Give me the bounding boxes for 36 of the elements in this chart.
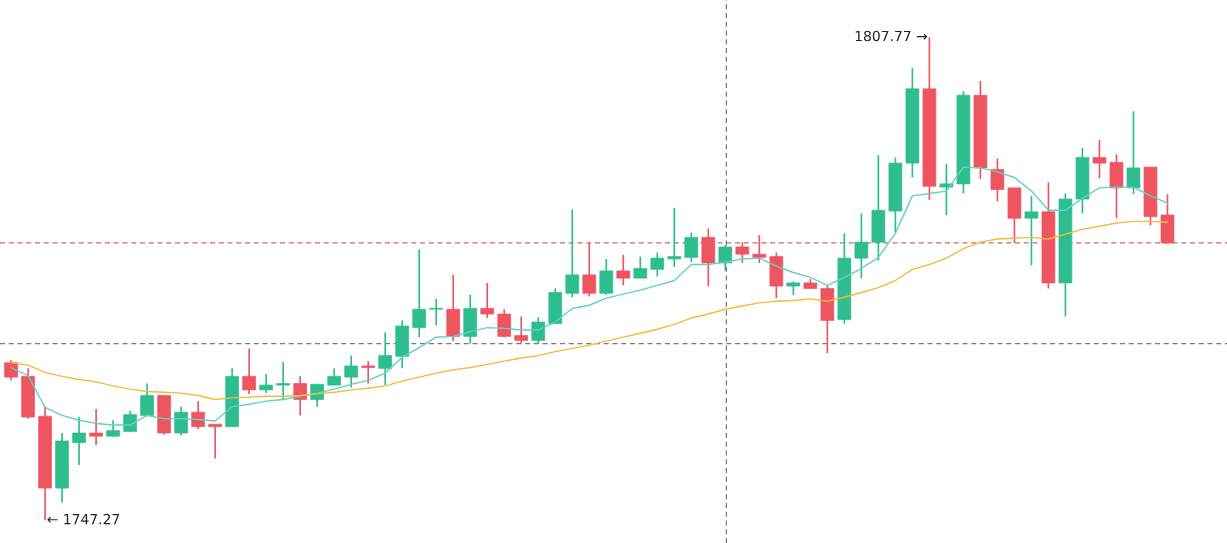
candlestick: [599, 258, 614, 296]
candlestick: [582, 242, 597, 298]
candlestick: [1092, 139, 1107, 180]
candlestick: [616, 254, 631, 287]
candlestick: [361, 360, 375, 385]
candlestick: [412, 248, 427, 339]
candlestick: [191, 400, 205, 430]
candlestick: [89, 408, 103, 446]
candlestick: [531, 316, 546, 345]
candlestick: [480, 282, 495, 319]
candlestick: [208, 423, 222, 460]
candlestick: [140, 382, 154, 417]
candlestick: [378, 331, 392, 386]
candlestick: [344, 354, 358, 389]
candlestick: [174, 405, 188, 437]
annotation: 1807.77 →: [855, 30, 928, 42]
candlestick: [684, 231, 699, 263]
candlestick: [276, 361, 290, 402]
candlestick: [854, 212, 869, 279]
candlestick: [752, 234, 767, 264]
candlestick: [1126, 110, 1141, 196]
candlestick: [259, 373, 273, 394]
candlestick: [718, 244, 733, 272]
annotation: ← 1747.27: [47, 513, 120, 525]
candlestick: [1024, 195, 1039, 267]
candlestick: [633, 255, 648, 279]
candlestick: [514, 315, 529, 345]
candlestick: [565, 208, 580, 299]
candlestick: [72, 416, 86, 466]
candlestick: [650, 251, 665, 278]
candlestick: [735, 241, 750, 264]
candlestick: [429, 298, 444, 327]
candlestick: [242, 347, 256, 395]
candlestick: [667, 207, 682, 268]
candlestick: [990, 157, 1005, 203]
candlestick: [939, 163, 954, 216]
